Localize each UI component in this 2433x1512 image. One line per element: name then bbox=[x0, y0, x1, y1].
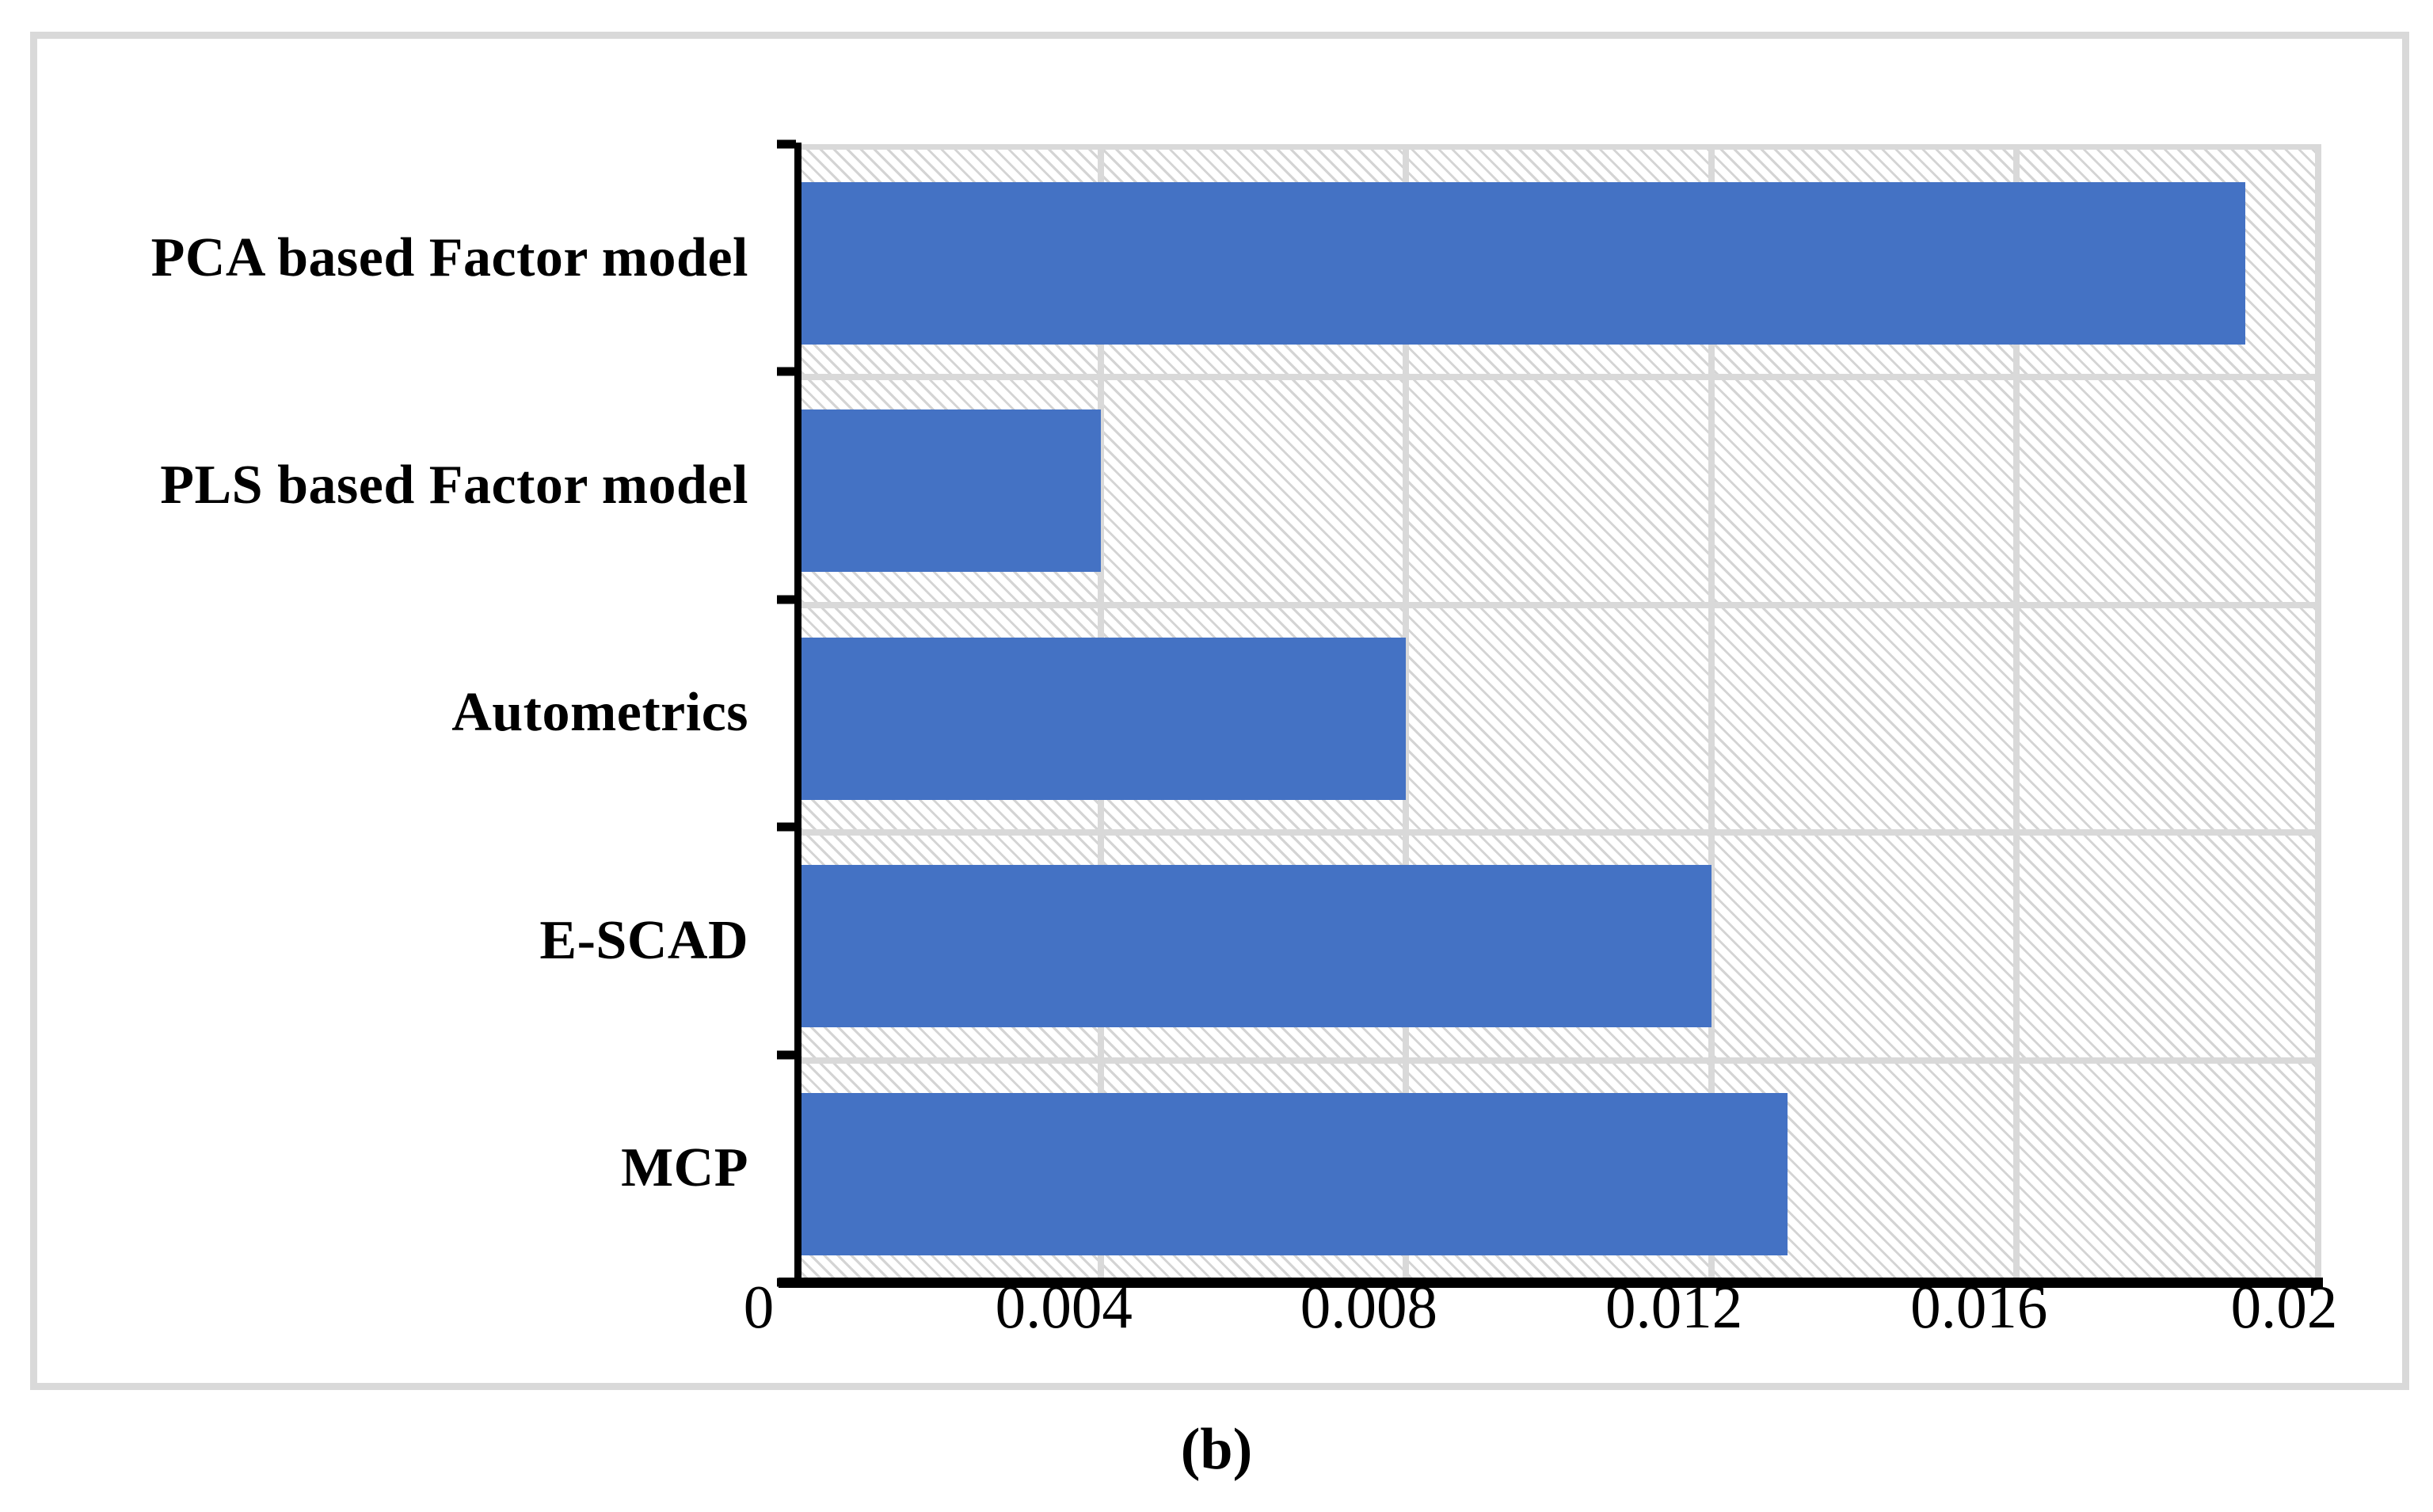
vertical-gridline bbox=[1708, 150, 1715, 1282]
category-label: E-SCAD bbox=[539, 909, 748, 971]
bar-e-scad bbox=[796, 865, 1711, 1028]
vertical-gridline bbox=[2012, 150, 2020, 1282]
category-axis-tick bbox=[777, 1278, 796, 1287]
category-axis-tick bbox=[777, 367, 796, 376]
value-axis-line bbox=[779, 1278, 2323, 1288]
category-label: MCP bbox=[621, 1137, 748, 1199]
category-label: Autometrics bbox=[451, 682, 748, 744]
category-axis-labels: PCA based Factor model PLS based Factor m… bbox=[69, 144, 748, 1282]
bar-autometrics bbox=[796, 637, 1407, 800]
value-axis-tick-label: 0 bbox=[743, 1273, 775, 1341]
value-axis-tick-label: 0.004 bbox=[995, 1273, 1133, 1341]
vertical-gridline bbox=[1403, 150, 1410, 1282]
horizontal-gridline bbox=[796, 1057, 2315, 1064]
bar-pls-based-factor-model bbox=[796, 409, 1102, 573]
value-axis-tick-label: 0.016 bbox=[1910, 1273, 2048, 1341]
value-axis-tick-label: 0.012 bbox=[1605, 1273, 1743, 1341]
figure-border-box: PCA based Factor model PLS based Factor m… bbox=[30, 32, 2409, 1390]
horizontal-gridline bbox=[796, 829, 2315, 836]
value-axis-tick-label: 0.02 bbox=[2230, 1273, 2338, 1341]
category-axis-tick bbox=[777, 1050, 796, 1060]
bar-pca-based-factor-model bbox=[796, 182, 2245, 345]
category-label: PLS based Factor model bbox=[160, 455, 748, 516]
horizontal-gridline bbox=[796, 374, 2315, 381]
horizontal-gridline bbox=[796, 601, 2315, 608]
value-axis-tick-label: 0.008 bbox=[1300, 1273, 1438, 1341]
category-axis-line bbox=[794, 143, 801, 1284]
category-axis-tick bbox=[777, 595, 796, 604]
category-label: PCA based Factor model bbox=[150, 227, 748, 288]
category-axis-tick bbox=[777, 822, 796, 832]
plot-area bbox=[796, 144, 2321, 1282]
bar-mcp bbox=[796, 1092, 1788, 1255]
category-axis-tick bbox=[777, 139, 796, 149]
figure-caption: (b) bbox=[1180, 1417, 1253, 1482]
